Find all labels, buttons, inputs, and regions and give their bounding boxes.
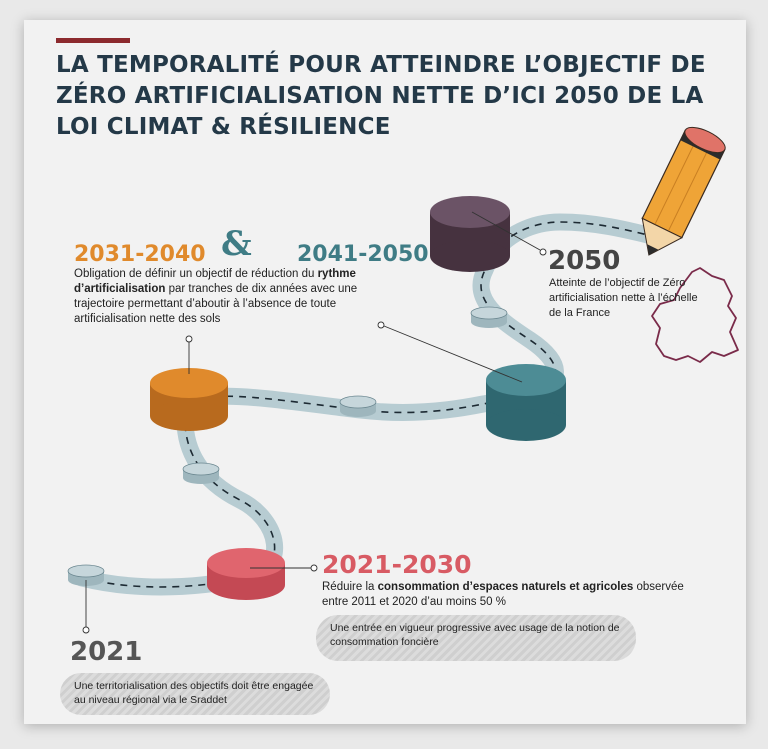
cylinder-2050 <box>430 196 510 272</box>
pill-2021: Une territorialisation des objectifs doi… <box>60 673 330 715</box>
year-2021-2030: 2021-2030 <box>322 550 472 579</box>
year-2041-2050: 2041-2050 <box>297 242 429 267</box>
text-2021-2030: Réduire la consommation d’espaces nature… <box>322 581 684 608</box>
cylinder-2041-2050 <box>486 364 566 441</box>
infographic-card: La temporalité pour atteindre l’objectif… <box>24 20 746 724</box>
cylinder-2031-2040 <box>150 368 228 431</box>
france-map-icon <box>651 267 739 363</box>
cylinder-2021-2030 <box>207 548 285 600</box>
year-2031-2040: 2031-2040 <box>74 242 206 267</box>
year-2021: 2021 <box>70 637 143 667</box>
leader-lines <box>82 211 547 634</box>
stone-lower <box>182 462 220 484</box>
text-2050: Atteinte de l’objectif de Zéro artificia… <box>549 277 698 319</box>
page-title: La temporalité pour atteindre l’objectif… <box>56 52 706 140</box>
text-2031-2050: Obligation de définir un objectif de réd… <box>74 268 358 325</box>
ampersand: & <box>221 224 252 264</box>
year-2050: 2050 <box>548 246 621 276</box>
stone-middle <box>339 395 377 417</box>
stone-upper <box>470 306 508 328</box>
pencil-icon <box>641 126 726 256</box>
title-accent-bar <box>56 38 130 43</box>
pill-2021-2030: Une entrée en vigueur progressive avec u… <box>316 615 636 661</box>
